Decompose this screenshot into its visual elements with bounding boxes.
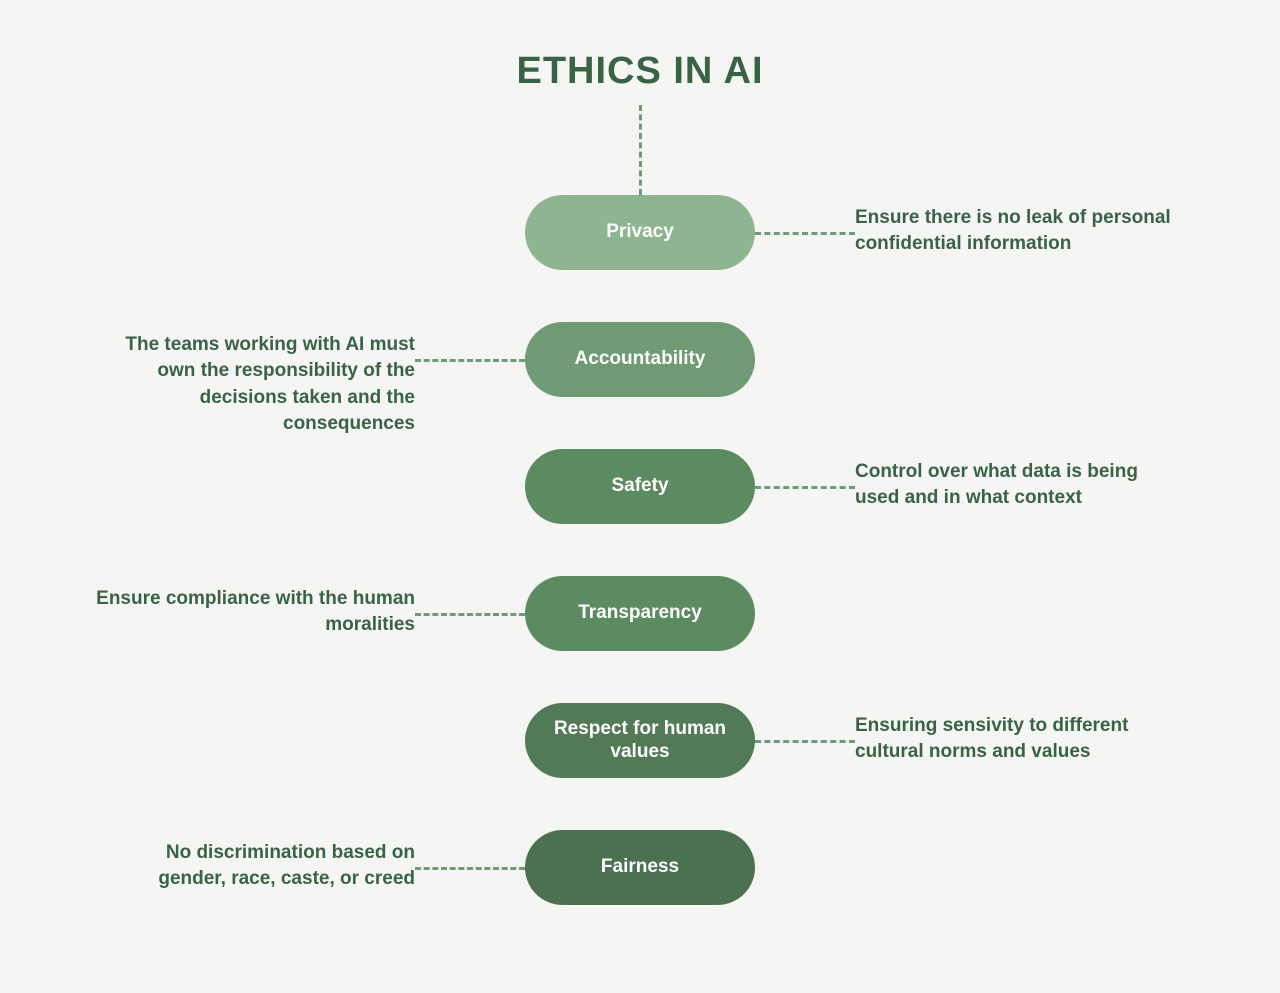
pill-label: Safety <box>611 475 668 498</box>
pill-desc: Ensuring sensivity to different cultural… <box>855 715 1128 763</box>
pill-label: Fairness <box>601 856 679 879</box>
pill-desc: The teams working with AI must own the r… <box>125 334 415 435</box>
page-title: ETHICS IN AI <box>516 50 763 93</box>
desc-right: Ensure there is no leak of personal conf… <box>855 205 1175 258</box>
desc-left: Ensure compliance with the human moralit… <box>95 586 415 639</box>
pill-safety: Safety <box>525 449 755 524</box>
pill-accountability: Accountability <box>525 322 755 397</box>
connector-left <box>415 867 525 870</box>
pill-label: Respect for human values <box>545 718 735 764</box>
pill-transparency: Transparency <box>525 576 755 651</box>
connector-left <box>415 359 525 362</box>
pill-fairness: Fairness <box>525 830 755 905</box>
pill-privacy: Privacy <box>525 195 755 270</box>
connector-right <box>755 232 855 235</box>
connector-left <box>415 613 525 616</box>
connector-right <box>755 486 855 489</box>
desc-right: Control over what data is being used and… <box>855 459 1175 512</box>
pill-label: Privacy <box>606 221 674 244</box>
pill-label: Accountability <box>575 348 706 371</box>
connector-right <box>755 740 855 743</box>
pill-label: Transparency <box>578 602 702 625</box>
pill-desc: Ensure compliance with the human moralit… <box>96 588 415 636</box>
desc-left: No discrimination based on gender, race,… <box>95 840 415 893</box>
connector-vertical <box>639 105 642 195</box>
pill-respect-for-human-values: Respect for human values <box>525 703 755 778</box>
desc-right: Ensuring sensivity to different cultural… <box>855 713 1175 766</box>
desc-left: The teams working with AI must own the r… <box>95 332 415 438</box>
pill-desc: Control over what data is being used and… <box>855 461 1138 509</box>
pill-desc: Ensure there is no leak of personal conf… <box>855 207 1171 255</box>
pill-desc: No discrimination based on gender, race,… <box>158 842 415 890</box>
